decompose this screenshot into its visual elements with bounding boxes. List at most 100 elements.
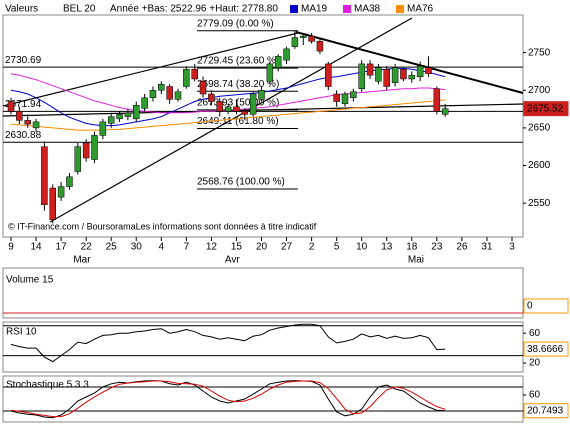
candle-body: [291, 37, 299, 47]
y-tick-label: 60: [529, 390, 541, 401]
panel-title: Stochastique 5 3 3: [6, 380, 89, 391]
trendline: [49, 17, 413, 223]
x-tick-label: 23: [431, 242, 443, 253]
candle-body: [241, 111, 249, 115]
candle-body: [249, 93, 257, 115]
month-label: Avr: [225, 255, 240, 266]
indicator-line: [10, 323, 446, 363]
level-label: 2730.69: [5, 55, 42, 66]
x-tick-label: 14: [30, 242, 42, 253]
indicator-line: [10, 380, 446, 419]
x-tick-label: 9: [8, 242, 14, 253]
x-tick-label: 4: [159, 242, 165, 253]
candle-body: [199, 80, 207, 95]
y-tick-label: 20: [529, 358, 541, 369]
candle-body: [116, 114, 123, 120]
month-label: Mai: [408, 255, 424, 266]
candle-body: [91, 135, 98, 160]
fib-label: 2673.93 (50.00 %): [197, 98, 279, 109]
candle-body: [124, 112, 132, 117]
fib-label: 2568.76 (100.00 %): [197, 177, 285, 188]
candle-body: [283, 48, 290, 61]
candle-body: [174, 91, 182, 100]
candle-body: [191, 68, 198, 80]
indicator-line: [10, 380, 446, 418]
candle-body: [408, 74, 416, 80]
candle-body: [107, 116, 115, 124]
level-label: 2630.88: [5, 130, 42, 141]
x-tick-label: 26: [456, 242, 468, 253]
y-tick-label: 2600: [528, 160, 551, 171]
x-tick-label: 12: [206, 242, 218, 253]
legend-label: MA38: [354, 4, 381, 15]
candle-body: [16, 111, 23, 121]
candle-body: [233, 106, 240, 112]
chart-title: BEL 20: [63, 4, 96, 15]
candle-body: [433, 88, 441, 112]
x-tick-label: 15: [231, 242, 243, 253]
header-label: Valeurs: [5, 4, 38, 15]
chart-subtitle: Année +Bas: 2522.96 +Haut: 2778.80: [110, 4, 278, 15]
candle-body: [375, 67, 382, 82]
month-label: Mar: [73, 255, 91, 266]
x-tick-label: 25: [106, 242, 118, 253]
moving-average: [10, 99, 446, 131]
last-value-box: [523, 403, 569, 419]
candle-body: [158, 83, 165, 91]
last-value-box: [523, 101, 569, 117]
candle-body: [383, 68, 390, 87]
legend-swatch: [396, 5, 404, 13]
candle-body: [183, 68, 190, 87]
candle-body: [416, 65, 424, 77]
candle-body: [258, 90, 265, 100]
x-tick-label: 13: [381, 242, 393, 253]
candle-body: [224, 106, 232, 112]
last-value-box: [523, 341, 569, 357]
legend-swatch: [343, 5, 351, 13]
x-tick-label: 7: [184, 242, 190, 253]
level-label: 2671.94: [5, 99, 42, 110]
candle-body: [24, 120, 31, 125]
x-tick-label: 3: [509, 242, 515, 253]
candle-body: [74, 146, 82, 172]
trendline: [2, 32, 299, 107]
candle-body: [300, 35, 307, 38]
candle-body: [266, 63, 274, 82]
y-tick-label: 2750: [528, 47, 551, 58]
last-value-box: [523, 298, 569, 314]
x-tick-label: 17: [56, 242, 68, 253]
last-value: 38.6666: [527, 344, 564, 355]
candle-body: [308, 35, 315, 42]
candle-body: [425, 67, 432, 74]
x-tick-label: 20: [256, 242, 268, 253]
x-tick-label: 31: [481, 242, 493, 253]
y-tick-label: 2550: [528, 198, 551, 209]
candle-body: [216, 101, 223, 112]
candle-body: [441, 108, 449, 115]
x-tick-label: 18: [406, 242, 418, 253]
y-tick-label: 2650: [528, 123, 551, 134]
fib-label: 2779.09 (0.00 %): [197, 18, 274, 29]
candle-body: [57, 186, 65, 198]
x-tick-label: 27: [281, 242, 293, 253]
x-tick-label: 22: [81, 242, 93, 253]
candle-body: [32, 121, 40, 129]
candle-body: [82, 142, 90, 159]
candle-body: [358, 63, 365, 89]
copyright: © IT-Finance.com / BoursoramaLes informa…: [8, 221, 317, 231]
panel-title: RSI 10: [6, 327, 37, 338]
candle-body: [149, 90, 157, 99]
volume-panel: [2, 267, 524, 319]
candle-body: [141, 97, 148, 109]
candle-body: [41, 146, 48, 205]
candle-body: [99, 121, 107, 136]
candle-body: [133, 105, 140, 120]
fib-label: 2649.11 (61.80 %): [197, 116, 279, 127]
candle-body: [208, 93, 215, 102]
candle-body: [166, 86, 173, 100]
rsi-panel: [2, 321, 524, 373]
candle-body: [350, 91, 357, 99]
candle-body: [391, 67, 399, 83]
